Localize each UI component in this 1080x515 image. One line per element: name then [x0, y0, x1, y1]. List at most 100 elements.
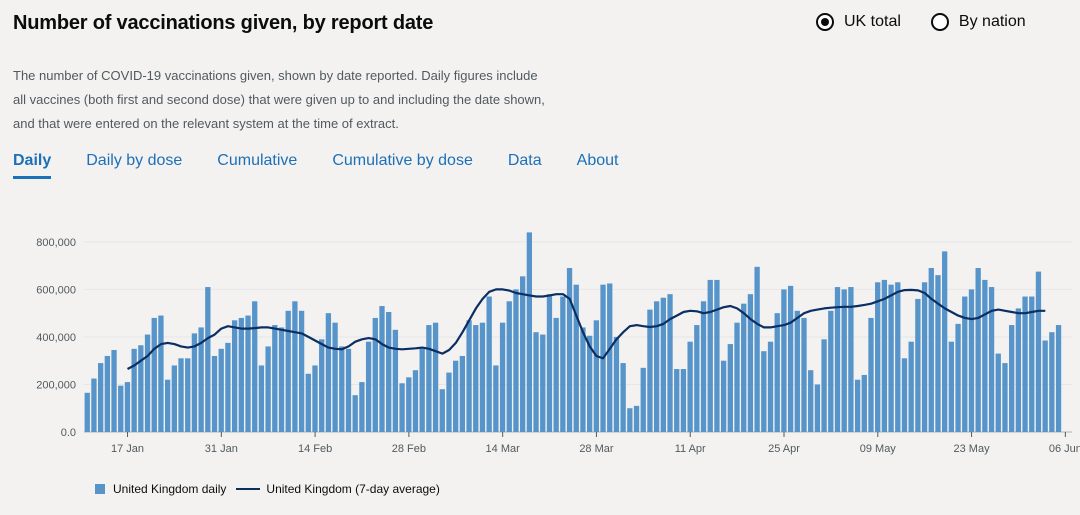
daily-bar: [948, 341, 955, 432]
daily-bar: [808, 370, 814, 432]
daily-bar: [962, 296, 968, 432]
daily-bar: [620, 363, 626, 432]
daily-bar: [265, 346, 271, 432]
x-tick-label: 14 Feb: [298, 443, 332, 455]
daily-bar: [151, 317, 157, 432]
daily-bar: [754, 266, 760, 432]
daily-bar: [566, 268, 573, 432]
daily-bar: [667, 294, 673, 432]
tab-daily[interactable]: Daily: [13, 152, 52, 179]
daily-bar: [392, 329, 399, 432]
tab-about[interactable]: About: [576, 152, 619, 169]
daily-bar: [466, 320, 472, 432]
daily-bar: [915, 298, 921, 432]
chart-legend: United Kingdom daily United Kingdom (7-d…: [95, 482, 450, 496]
daily-bar: [1002, 363, 1008, 432]
x-tick-label: 25 Apr: [768, 443, 800, 455]
daily-bar: [1049, 332, 1055, 432]
radio-by-nation[interactable]: By nation: [930, 13, 1026, 31]
daily-bar: [955, 323, 961, 432]
daily-bar: [868, 317, 874, 432]
daily-bar: [593, 320, 599, 432]
line-swatch-icon: [236, 488, 261, 490]
daily-bar: [734, 322, 740, 432]
daily-bar: [198, 327, 204, 432]
daily-bar: [258, 365, 265, 432]
daily-bar: [499, 322, 506, 432]
daily-bar: [580, 327, 586, 432]
daily-bar: [700, 301, 707, 432]
radio-by-nation-label: By nation: [958, 13, 1026, 30]
daily-bar: [781, 289, 787, 432]
daily-bar: [921, 282, 928, 432]
daily-bar: [205, 287, 211, 432]
x-tick-label: 17 Jan: [111, 443, 144, 455]
daily-bar: [694, 325, 700, 432]
daily-bar: [91, 378, 97, 432]
daily-bar: [345, 348, 352, 432]
daily-bar: [379, 306, 385, 432]
tab-cumulative[interactable]: Cumulative: [217, 152, 298, 169]
daily-bar: [432, 322, 439, 432]
daily-bar: [727, 344, 733, 432]
daily-bar: [513, 289, 519, 432]
daily-bar: [419, 348, 425, 432]
daily-bar: [1009, 325, 1015, 432]
tab-cumulative-by-dose[interactable]: Cumulative by dose: [332, 152, 473, 169]
daily-bar: [613, 336, 620, 432]
daily-bar: [928, 268, 934, 432]
daily-bar: [245, 315, 251, 432]
daily-bar: [493, 365, 499, 432]
daily-bar: [988, 287, 995, 432]
radio-uk-total-label: UK total: [844, 13, 901, 30]
daily-bar: [365, 341, 372, 432]
daily-bar: [520, 276, 526, 432]
daily-bar: [218, 348, 224, 432]
daily-bar: [787, 285, 794, 432]
daily-bar: [144, 334, 151, 432]
daily-bar: [861, 374, 867, 432]
daily-bar: [888, 284, 894, 432]
daily-bar: [881, 279, 888, 432]
daily-bar: [801, 317, 807, 432]
daily-bar: [164, 379, 171, 432]
daily-bar: [895, 282, 901, 432]
daily-bar: [854, 379, 861, 432]
radio-checked-icon[interactable]: [816, 13, 834, 31]
daily-bar: [238, 317, 244, 432]
chart-title: Number of vaccinations given, by report …: [13, 12, 434, 34]
radio-uk-total[interactable]: UK total: [816, 13, 901, 31]
radio-unchecked-icon[interactable]: [930, 13, 949, 31]
daily-bar: [178, 358, 184, 432]
x-tick-label: 23 May: [954, 443, 991, 455]
x-tick-label: 31 Jan: [205, 443, 238, 455]
x-tick-label: 11 Apr: [675, 443, 706, 455]
daily-bar: [633, 405, 640, 432]
daily-bar: [84, 392, 90, 432]
tab-data[interactable]: Data: [507, 152, 542, 169]
daily-bar: [352, 395, 358, 432]
daily-bar: [292, 301, 298, 432]
daily-bar: [386, 311, 392, 432]
daily-bar: [312, 365, 318, 432]
daily-bar: [653, 301, 660, 432]
y-tick-label: 600,000: [36, 284, 76, 296]
legend-daily[interactable]: United Kingdom daily: [95, 482, 226, 496]
legend-average[interactable]: United Kingdom (7-day average): [236, 482, 440, 496]
daily-bar: [968, 289, 975, 432]
vaccinations-chart[interactable]: 0.0 200,000 400,000 600,000 800,000 17 Jan 31 …: [0, 210, 1080, 470]
daily-bar: [1042, 340, 1048, 432]
daily-bar: [767, 341, 774, 432]
daily-bar: [546, 294, 553, 432]
daily-bar: [285, 310, 291, 432]
daily-bar: [875, 282, 881, 432]
daily-bar: [372, 317, 378, 432]
daily-bar: [231, 320, 238, 432]
daily-bar: [158, 315, 164, 432]
y-tick-label: 800,000: [36, 237, 76, 249]
daily-bar: [191, 333, 198, 432]
tab-daily-by-dose[interactable]: Daily by dose: [86, 152, 183, 169]
daily-bar: [104, 355, 110, 432]
daily-bar: [97, 363, 104, 432]
daily-bar: [834, 287, 841, 432]
